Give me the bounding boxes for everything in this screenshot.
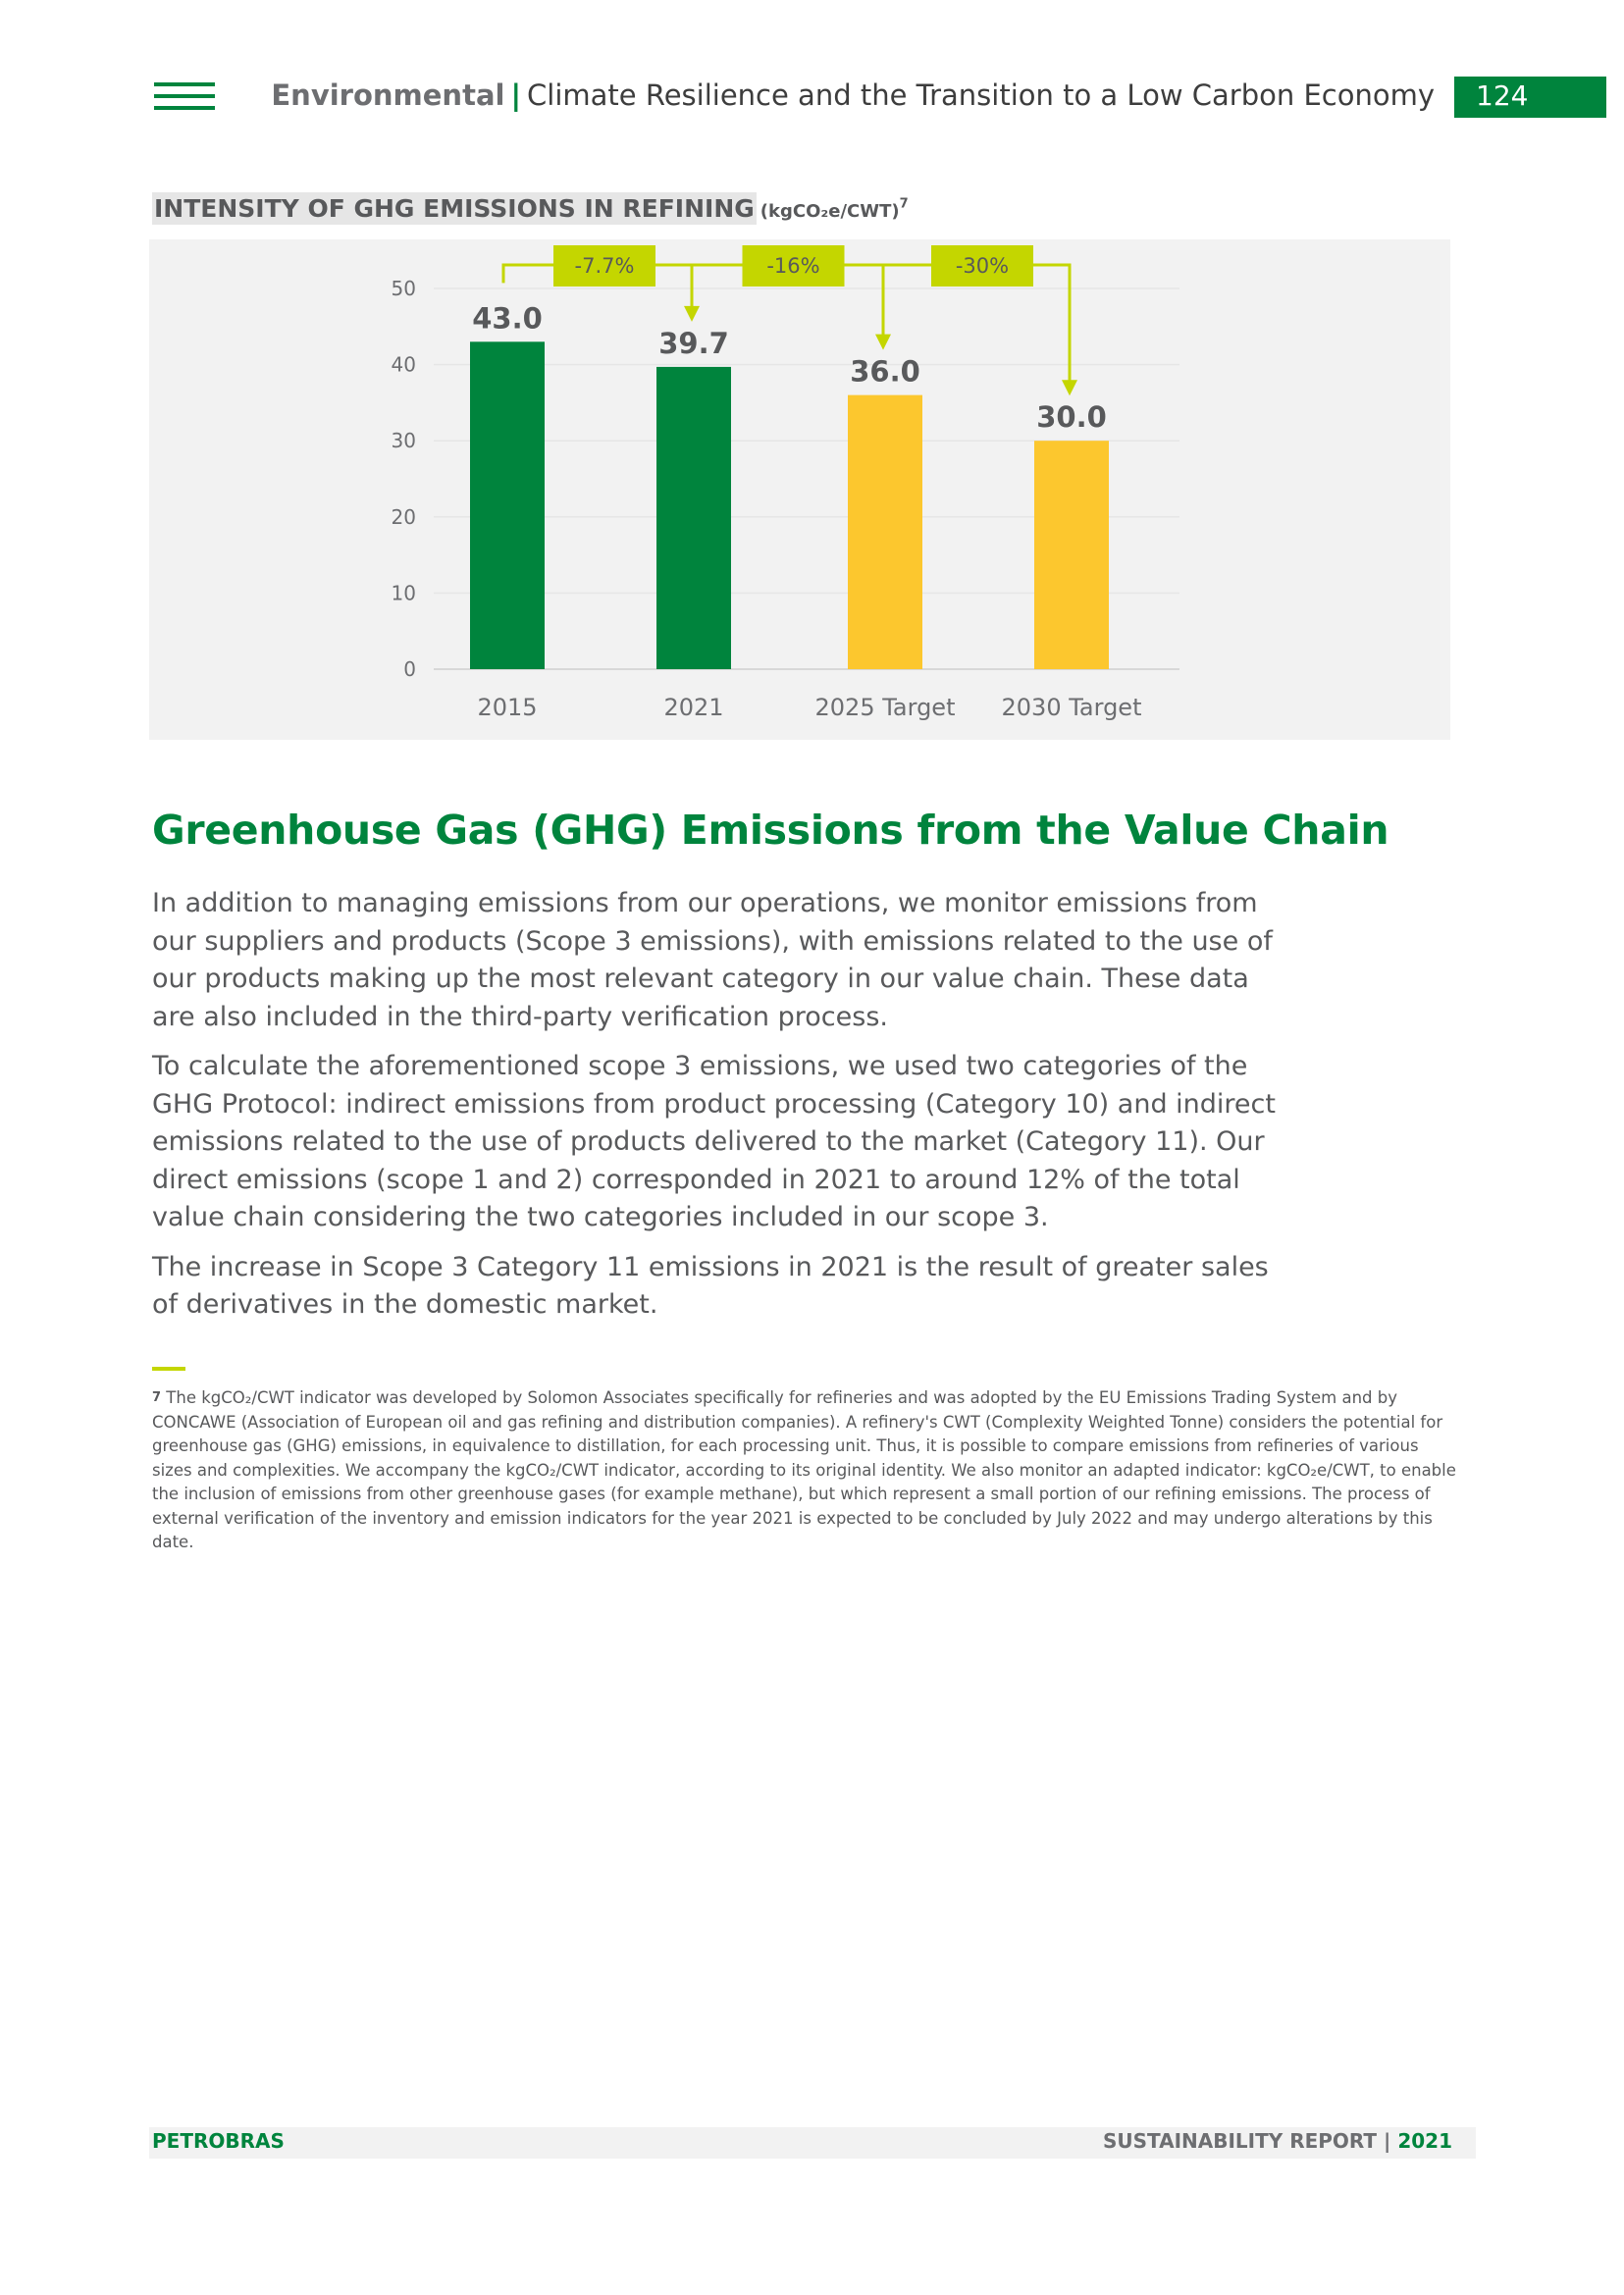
annotation-box bbox=[742, 245, 845, 287]
chart-title-unit: (kgCO₂e/CWT) bbox=[760, 201, 900, 222]
annotation-label: -16% bbox=[766, 254, 819, 278]
body-text: In addition to managing emissions from o… bbox=[152, 885, 1281, 1336]
annotation-label: -30% bbox=[956, 254, 1009, 278]
annotation-arrowhead bbox=[1062, 380, 1077, 396]
annotation-arrowhead bbox=[684, 305, 700, 322]
bar bbox=[470, 341, 545, 669]
bar-value-label: 43.0 bbox=[472, 301, 543, 335]
footnote-text: The kgCO₂/CWT indicator was developed by… bbox=[152, 1388, 1456, 1551]
menu-icon[interactable] bbox=[154, 82, 215, 110]
y-tick-label: 20 bbox=[392, 505, 416, 529]
bar bbox=[1034, 441, 1109, 669]
y-tick-label: 40 bbox=[392, 353, 416, 377]
paragraph-1: In addition to managing emissions from o… bbox=[152, 888, 1273, 1032]
footer-bar bbox=[149, 2127, 1476, 2159]
bar-value-label: 30.0 bbox=[1036, 400, 1107, 434]
header-separator: | bbox=[510, 78, 522, 112]
annotation-label: -7.7% bbox=[575, 254, 635, 278]
header-title: Environmental | Climate Resilience and the… bbox=[271, 78, 1435, 112]
y-tick-label: 30 bbox=[392, 429, 416, 452]
section-heading: Greenhouse Gas (GHG) Emissions from the … bbox=[152, 807, 1389, 854]
footer-report-label: SUSTAINABILITY REPORT bbox=[1102, 2129, 1378, 2153]
bar-value-label: 39.7 bbox=[658, 327, 729, 360]
footnote: 7 The kgCO₂/CWT indicator was developed … bbox=[152, 1386, 1457, 1555]
annotation-arrowhead bbox=[875, 334, 891, 350]
y-tick-label: 10 bbox=[392, 581, 416, 604]
footer-year: 2021 bbox=[1397, 2129, 1452, 2153]
bar-value-label: 36.0 bbox=[850, 355, 920, 389]
annotation-box bbox=[553, 245, 655, 287]
x-tick-label: 2021 bbox=[663, 694, 723, 721]
bar-chart: 0 10 20 30 40 50 43.0 2015 39.7 2021 36.0 2025 Targ… bbox=[392, 245, 1179, 721]
chart-title: INTENSITY OF GHG EMISSIONS IN REFINING (k… bbox=[152, 192, 909, 228]
bar bbox=[848, 394, 922, 669]
chart-title-footnote-mark: 7 bbox=[899, 196, 909, 212]
x-tick-label: 2030 Target bbox=[1002, 694, 1142, 721]
annotation-box bbox=[931, 245, 1033, 287]
page-number: 124 bbox=[1454, 77, 1606, 118]
footer-company: PETROBRAS bbox=[152, 2129, 285, 2153]
header-section: Environmental bbox=[271, 78, 505, 112]
x-tick-label: 2025 Target bbox=[815, 694, 956, 721]
y-tick-label: 0 bbox=[403, 657, 416, 681]
chart-panel: 0 10 20 30 40 50 43.0 2015 39.7 2021 36.0 2025 Targ… bbox=[149, 239, 1450, 740]
paragraph-2: To calculate the aforementioned scope 3 … bbox=[152, 1051, 1276, 1232]
header-chapter: Climate Resilience and the Transition to… bbox=[527, 78, 1435, 112]
y-tick-label: 50 bbox=[392, 277, 416, 300]
chart-title-main: INTENSITY OF GHG EMISSIONS IN REFINING bbox=[152, 192, 757, 225]
footer-report: SUSTAINABILITY REPORT | 2021 bbox=[1103, 2129, 1452, 2153]
footnote-divider bbox=[152, 1367, 185, 1371]
bar bbox=[656, 366, 731, 669]
paragraph-3: The increase in Scope 3 Category 11 emis… bbox=[152, 1251, 1269, 1321]
x-tick-label: 2015 bbox=[477, 694, 537, 721]
footer-separator: | bbox=[1384, 2129, 1391, 2153]
footnote-mark: 7 bbox=[152, 1390, 162, 1405]
